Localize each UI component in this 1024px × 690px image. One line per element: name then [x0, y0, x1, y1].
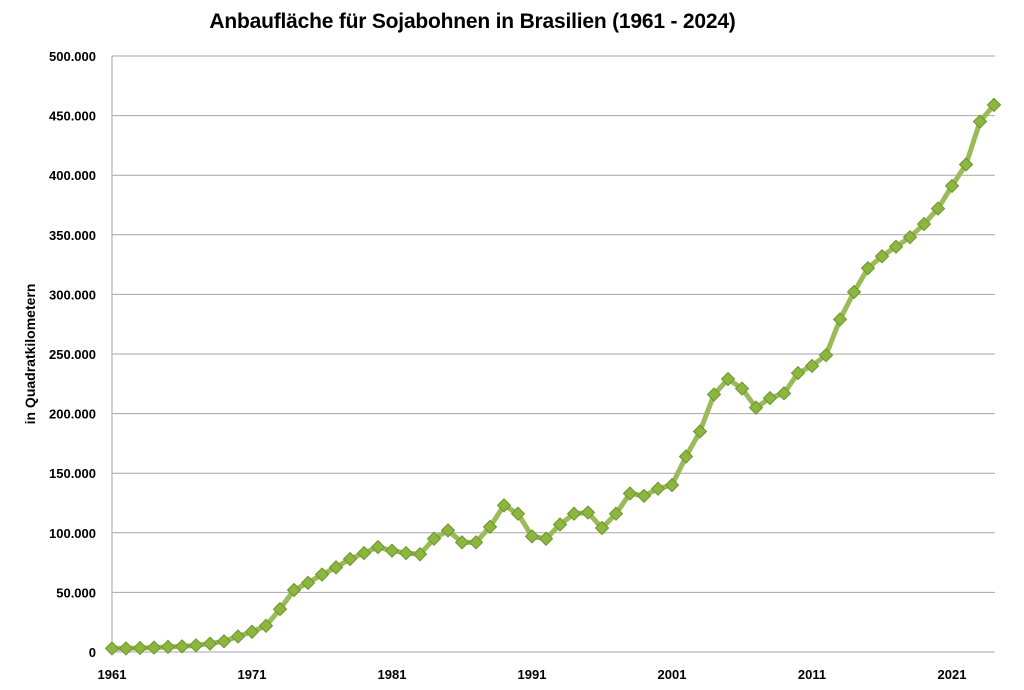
data-point-marker: [314, 567, 330, 582]
data-point-marker: [356, 545, 372, 561]
chart-title: Anbaufläche für Sojabohnen in Brasilien …: [209, 10, 736, 33]
data-point-marker: [286, 582, 302, 598]
data-point-marker: [748, 400, 764, 415]
data-point-marker: [664, 477, 680, 493]
y-tick-label: 500.000: [49, 49, 96, 64]
data-point-marker: [160, 639, 176, 655]
data-point-marker: [328, 560, 344, 575]
data-point-marker: [440, 523, 456, 538]
data-point-marker: [272, 601, 288, 617]
data-point-marker: [678, 449, 694, 464]
data-point-marker: [258, 618, 274, 633]
y-axis-label: in Quadratkilometern: [22, 284, 38, 425]
gridlines: [112, 55, 995, 653]
data-point-marker: [342, 551, 358, 567]
data-point-marker: [986, 97, 1002, 113]
data-point-marker: [202, 636, 218, 651]
data-point-marker: [650, 481, 666, 496]
data-point-marker: [426, 531, 442, 546]
data-point-marker: [958, 157, 974, 172]
y-axis-ticks: 0 50.000 100.000 150.000 200.000 250.000 300.0…: [49, 49, 96, 660]
data-point-marker: [398, 545, 414, 561]
data-point-marker: [860, 260, 876, 276]
data-point-marker: [412, 547, 428, 562]
data-point-marker: [972, 114, 988, 129]
x-tick-label: 1961: [98, 667, 127, 682]
data-point-marker: [944, 178, 960, 194]
data-point-marker: [636, 488, 652, 504]
y-tick-label: 0: [89, 645, 96, 660]
data-point-marker: [118, 641, 134, 656]
y-tick-label: 300.000: [49, 287, 96, 302]
data-point-marker: [706, 387, 722, 402]
y-tick-label: 50.000: [56, 585, 96, 600]
data-point-marker: [804, 358, 820, 374]
data-point-marker: [496, 498, 512, 513]
data-point-marker: [230, 629, 246, 644]
data-point-marker: [244, 624, 260, 639]
data-point-marker: [552, 517, 568, 532]
data-markers: [104, 97, 1002, 656]
data-point-marker: [818, 347, 834, 363]
data-point-marker: [370, 539, 386, 555]
data-point-marker: [580, 505, 596, 520]
data-point-marker: [482, 519, 498, 535]
data-point-marker: [174, 639, 190, 654]
data-point-marker: [888, 239, 904, 254]
x-tick-label: 1981: [378, 667, 407, 682]
data-point-marker: [762, 390, 778, 406]
x-tick-label: 2011: [798, 667, 826, 682]
x-tick-label: 1971: [238, 667, 267, 682]
data-point-marker: [384, 543, 400, 558]
y-tick-label: 150.000: [49, 466, 96, 481]
data-point-marker: [720, 371, 736, 387]
data-point-marker: [846, 284, 862, 300]
data-point-marker: [916, 216, 932, 232]
data-point-marker: [132, 640, 148, 656]
data-point-marker: [902, 229, 918, 245]
x-tick-label: 2001: [658, 667, 687, 682]
data-point-marker: [524, 529, 540, 544]
data-point-marker: [300, 575, 316, 591]
y-tick-label: 100.000: [49, 526, 96, 541]
y-tick-label: 450.000: [49, 109, 96, 124]
y-tick-label: 200.000: [49, 407, 96, 422]
data-point-marker: [188, 638, 204, 653]
data-point-marker: [454, 535, 470, 550]
x-tick-label: 1991: [518, 667, 547, 682]
data-point-marker: [930, 201, 946, 216]
data-point-marker: [832, 312, 848, 327]
data-point-marker: [146, 640, 162, 655]
y-tick-label: 250.000: [49, 347, 96, 362]
data-point-marker: [874, 249, 890, 264]
data-point-marker: [776, 386, 792, 401]
y-tick-label: 400.000: [49, 168, 96, 183]
data-point-marker: [622, 486, 638, 501]
data-point-marker: [104, 641, 120, 656]
data-point-marker: [692, 424, 708, 439]
data-point-marker: [608, 506, 624, 521]
x-tick-label: 2021: [938, 667, 967, 682]
data-point-marker: [468, 535, 484, 550]
data-point-marker: [538, 531, 554, 546]
data-point-marker: [566, 506, 582, 521]
data-series-line: [109, 102, 997, 651]
data-point-marker: [790, 365, 806, 381]
data-point-marker: [594, 520, 610, 536]
data-point-marker: [734, 381, 750, 396]
y-tick-label: 350.000: [49, 228, 96, 243]
data-point-marker: [510, 506, 526, 521]
x-axis-ticks: 1961 1971 1981 1991 2001 2011 2021: [98, 667, 967, 682]
data-point-marker: [216, 634, 232, 649]
